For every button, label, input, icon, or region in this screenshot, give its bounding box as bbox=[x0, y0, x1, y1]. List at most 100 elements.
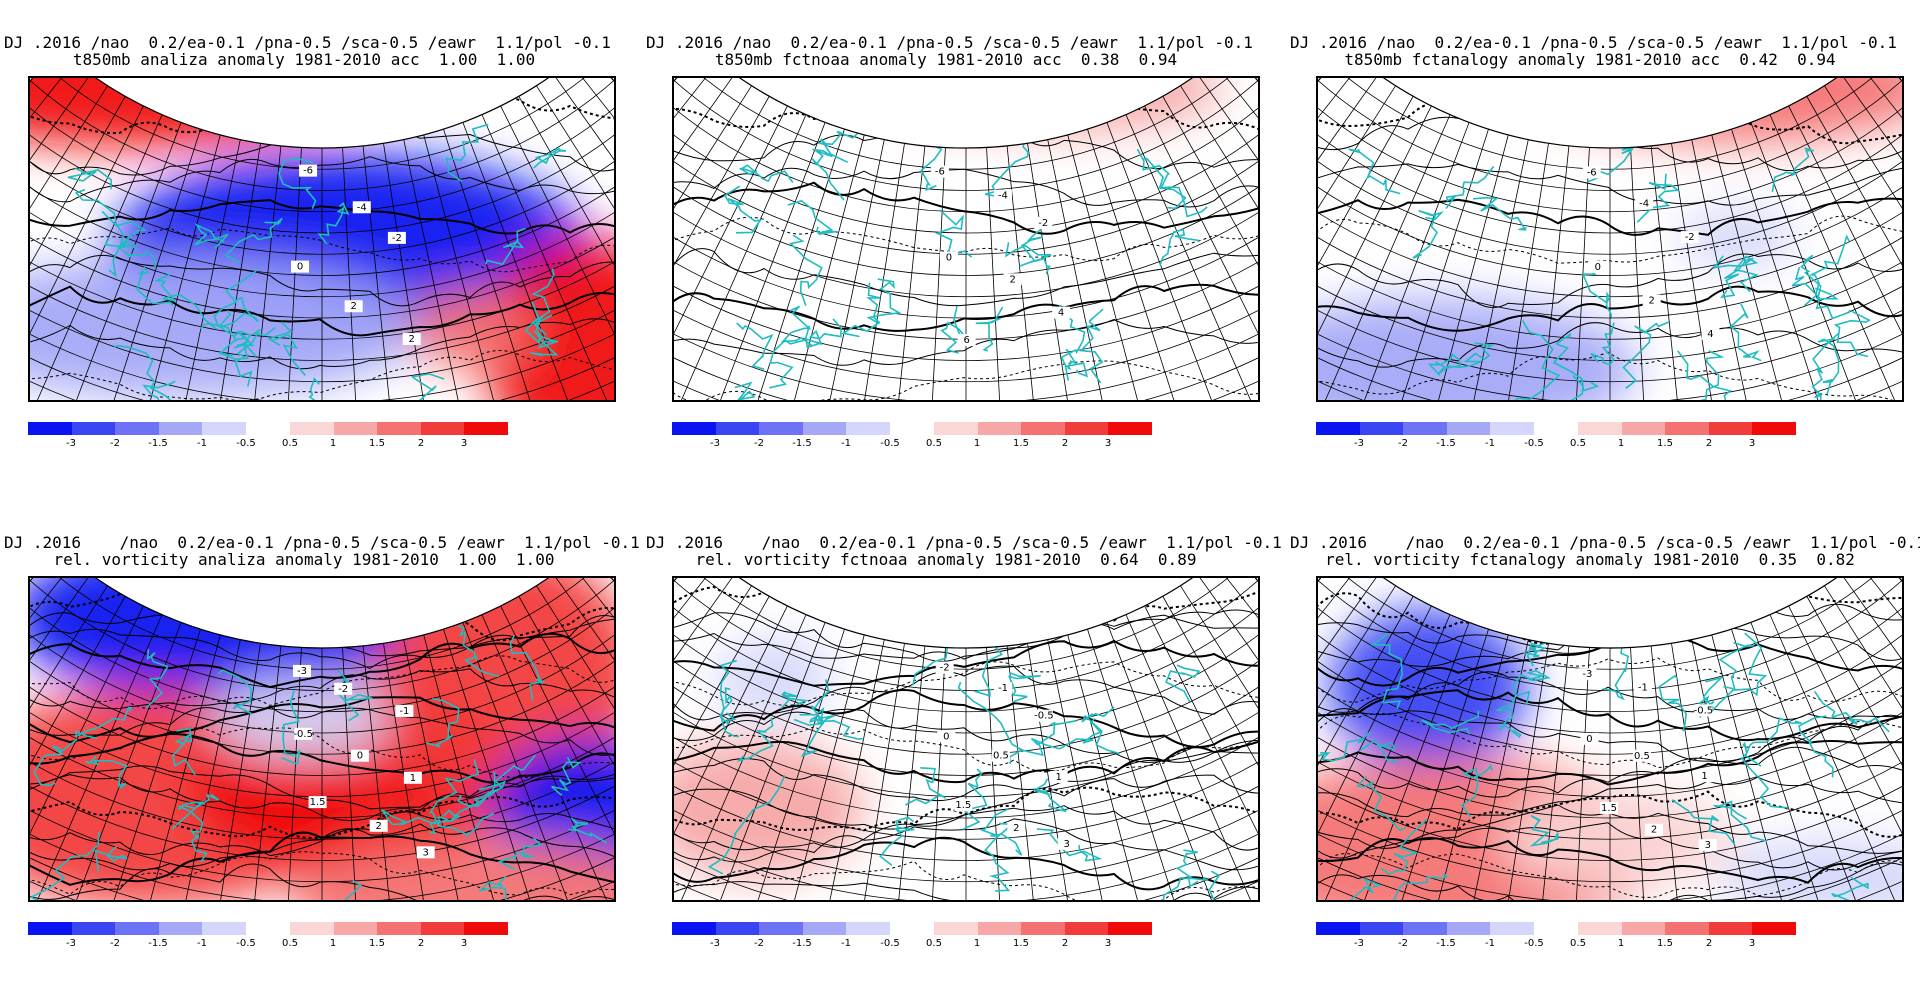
coastline-segment bbox=[1380, 818, 1428, 875]
contour-label-bg bbox=[993, 189, 1012, 202]
coastline-segment bbox=[172, 727, 196, 776]
contour-label: 2 bbox=[1651, 825, 1657, 836]
coastline-segment bbox=[731, 381, 756, 400]
map-layer bbox=[30, 78, 614, 400]
contour-label: -0.5 bbox=[293, 729, 313, 740]
meridian-line bbox=[674, 78, 735, 352]
contour-line bbox=[30, 318, 614, 370]
contour-label-bg bbox=[1633, 681, 1652, 694]
coastline-segment bbox=[940, 305, 967, 354]
color-bar-label: 2 bbox=[1705, 938, 1713, 949]
color-bar-label: 3 bbox=[460, 438, 468, 449]
parallel-line bbox=[30, 192, 614, 340]
color-bar-swatch bbox=[1621, 922, 1666, 935]
meridian-line bbox=[674, 585, 752, 873]
color-bar-swatch bbox=[1316, 922, 1360, 935]
parallel-line bbox=[1318, 144, 1902, 276]
coastline-segment bbox=[224, 217, 283, 264]
contour-line bbox=[30, 88, 614, 135]
parallel-line bbox=[1318, 176, 1902, 319]
coastline-segment bbox=[1713, 800, 1767, 842]
color-bar-label: 1.5 bbox=[369, 938, 385, 949]
meridian-line bbox=[1841, 78, 1902, 352]
coastlines bbox=[723, 120, 1208, 400]
coastline-segment bbox=[145, 648, 169, 709]
coastline-segment bbox=[1720, 257, 1754, 299]
contour-line bbox=[674, 639, 1258, 687]
contour-line bbox=[30, 727, 614, 778]
coastline-segment bbox=[1811, 332, 1840, 400]
color-bar-label: -1.5 bbox=[792, 938, 812, 949]
meridian-line bbox=[536, 585, 614, 873]
color-bar-swatch bbox=[1621, 422, 1666, 435]
map-outline bbox=[674, 78, 1258, 149]
color-bar-swatch bbox=[1064, 922, 1109, 935]
panel-title-line1: DJ .2016 /nao 0.2/ea-0.1 /pna-0.5 /sca-0… bbox=[4, 533, 640, 552]
color-bar-swatch bbox=[1490, 922, 1534, 935]
anomaly-region bbox=[30, 78, 400, 148]
meridian-line bbox=[553, 78, 614, 352]
contour-line bbox=[674, 181, 1258, 235]
coastline-segment bbox=[879, 816, 915, 866]
parallel-line bbox=[1318, 612, 1902, 734]
anomaly-region bbox=[1318, 298, 1638, 400]
color-bar-swatch bbox=[802, 422, 847, 435]
contour-label: 1.5 bbox=[955, 800, 971, 811]
contour-label: 0.5 bbox=[1634, 751, 1650, 762]
coastline-segment bbox=[218, 309, 257, 358]
coastlines bbox=[707, 619, 1227, 900]
coastline-segment bbox=[1729, 303, 1762, 362]
meridian-line bbox=[1318, 585, 1396, 873]
coastline-segment bbox=[1800, 254, 1839, 301]
contour-line bbox=[30, 811, 614, 857]
coastline-segment bbox=[171, 793, 220, 830]
color-bar-swatch bbox=[290, 422, 334, 435]
contour-line bbox=[30, 863, 614, 900]
parallel-line bbox=[30, 80, 614, 191]
contour-label: 4 bbox=[1058, 308, 1064, 319]
color-bar-label: -2 bbox=[1398, 438, 1408, 449]
contour-lines bbox=[674, 84, 1258, 400]
color-bar-swatch bbox=[202, 922, 246, 935]
contour-label: -2 bbox=[1038, 218, 1048, 229]
parallel-line bbox=[674, 128, 1258, 255]
color-bar-label: 1.5 bbox=[1013, 938, 1029, 949]
coastline-segment bbox=[104, 236, 157, 269]
color-bar-label: -3 bbox=[710, 438, 720, 449]
coastline-segment bbox=[1446, 342, 1495, 369]
contour-label: -1 bbox=[998, 683, 1008, 694]
color-bar-label: 0.5 bbox=[1570, 938, 1586, 949]
coastline-segment bbox=[810, 679, 863, 740]
parallel-line bbox=[674, 160, 1258, 298]
contour-line bbox=[674, 609, 1258, 662]
parallel-line bbox=[1318, 208, 1902, 361]
coastline-segment bbox=[1581, 271, 1612, 318]
coastline-segment bbox=[288, 377, 325, 400]
color-bar-swatch bbox=[1021, 922, 1065, 935]
map-outline bbox=[1318, 78, 1902, 149]
coastline-segment bbox=[780, 305, 813, 347]
color-bar-label: -2 bbox=[110, 438, 120, 449]
meridian-line bbox=[30, 585, 108, 873]
contour-label-bg bbox=[1701, 327, 1720, 340]
parallel-line bbox=[30, 676, 614, 819]
panel-t850-fctnoaa: DJ .2016 /nao 0.2/ea-0.1 /pna-0.5 /sca-0… bbox=[646, 0, 1266, 460]
color-bar-label: 2 bbox=[1061, 938, 1069, 949]
contour-line bbox=[674, 750, 1258, 802]
contour-label-bg bbox=[1580, 732, 1599, 745]
contour-line bbox=[674, 665, 1258, 721]
contour-label-bg bbox=[352, 201, 371, 214]
meridian-line bbox=[1841, 578, 1902, 852]
color-bar-swatch bbox=[1578, 422, 1622, 435]
color-bar-label: -0.5 bbox=[1524, 938, 1544, 949]
contour-line bbox=[30, 851, 614, 896]
contour-label: 2 bbox=[350, 301, 356, 312]
contour-label-bg bbox=[1003, 273, 1022, 286]
coastline-segment bbox=[1318, 731, 1371, 762]
parallel-line bbox=[1318, 596, 1902, 713]
parallel-line bbox=[1318, 128, 1902, 255]
coastline-segment bbox=[193, 223, 229, 249]
contour-line bbox=[30, 668, 614, 710]
coastline-segment bbox=[1813, 690, 1890, 733]
color-bar-swatch bbox=[1665, 422, 1709, 435]
